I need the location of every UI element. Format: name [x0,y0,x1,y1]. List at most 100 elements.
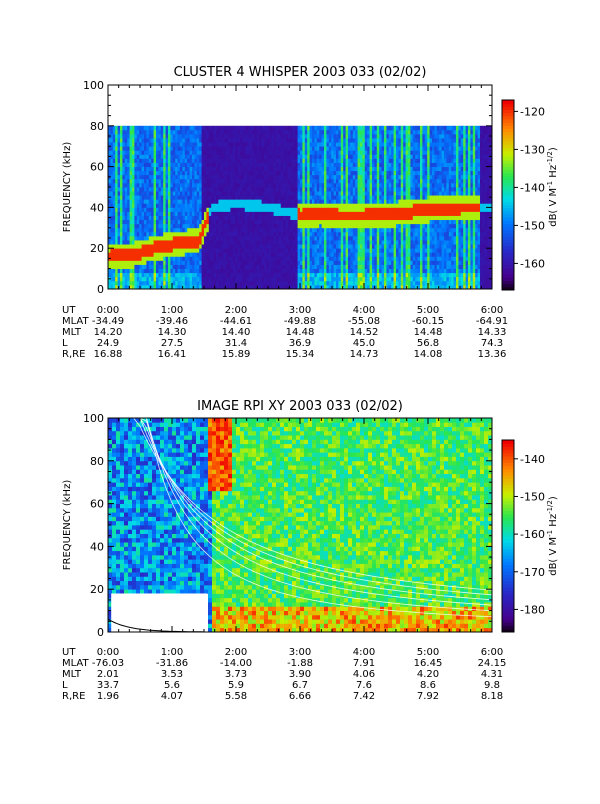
spectrogram-cell [240,158,243,163]
spectrogram-cell [333,195,337,200]
spectrogram-cell [295,195,298,200]
spectrogram-cell [280,174,284,180]
spectrogram-cell [355,272,358,278]
spectrogram-cell [124,142,128,147]
spectrogram-cell [177,240,181,245]
spectrogram-cell [333,240,337,245]
spectrogram-cell [391,276,394,282]
spectrogram-cell [189,203,193,208]
spectrogram-cell [225,207,229,212]
spectrogram-cell [132,195,135,200]
spectrogram-cell [112,158,116,163]
spectrogram-cell [259,174,262,180]
spectrogram-cell [307,280,310,286]
spectrogram-cell [132,174,135,180]
spectrogram-cell [132,268,135,274]
spectrogram-cell [386,166,390,172]
spectrogram-cell [321,166,325,172]
spectrogram-cell [381,211,385,216]
spectrogram-cell [132,211,135,216]
spectrogram-cell [180,260,183,265]
spectrogram-cell [172,129,176,135]
spectrogram-cell [297,284,301,289]
spectrogram-cell [112,227,116,233]
spectrogram-cell [232,280,236,286]
spectrogram-cell [300,207,303,212]
spectrogram-cell [168,195,171,200]
spectrogram-cell [376,268,380,274]
spectrogram-cell [384,182,387,188]
spectrogram-cell [194,260,198,265]
spectrogram-cell [369,268,373,274]
spectrogram-cell [158,211,162,216]
spectrogram-cell [374,272,378,278]
spectrogram-cell [213,187,217,192]
spectrogram-cell [268,272,272,278]
spectrogram-cell [362,244,366,249]
spectrogram-cell [151,235,154,241]
spectrogram-cell [273,162,277,167]
spectrogram-cell [343,284,346,289]
spectrogram-cell [156,268,159,274]
spectrogram-cell [187,231,190,237]
spectrogram-cell [314,276,318,282]
spectrogram-cell [151,227,154,233]
spectrogram-cell [148,268,152,274]
spectrogram-cell [288,162,291,167]
spectrogram-cell [256,252,260,257]
spectrogram-cell [196,166,200,172]
spectrogram-cell [321,252,325,257]
spectrogram-cell [220,166,224,172]
spectrogram-cell [297,223,301,229]
spectrogram-cell [285,227,289,233]
spectrogram-cell [165,223,169,229]
spectrogram-cell [242,138,246,143]
spectrogram-cell [388,256,392,261]
spectrogram-cell [403,166,406,172]
spectrogram-cell [367,235,370,241]
spectrogram-cell [388,272,392,278]
spectrogram-cell [398,158,402,163]
spectrogram-cell [348,170,351,176]
spectrogram-cell [208,211,212,216]
spectrogram-cell [141,178,145,184]
spectrogram-cell [146,174,150,180]
spectrogram-cell [199,256,202,261]
spectrogram-cell [156,272,159,278]
spectrogram-cell [242,244,246,249]
spectrogram-cell [350,150,354,155]
spectrogram-cell [165,215,169,221]
spectrogram-cell [120,276,123,282]
spectrogram-cell [165,178,169,184]
spectrogram-cell [110,231,114,237]
spectrogram-cell [256,146,260,151]
spectrogram-cell [254,187,258,192]
spectrogram-cell [189,280,193,286]
spectrogram-cell [338,211,342,216]
spectrogram-cell [362,158,366,163]
spectrogram-cell [348,125,351,131]
spectrogram-cell [343,272,346,278]
spectrogram-cell [302,215,306,221]
spectrogram-cell [290,191,294,196]
spectrogram-cell [115,170,118,176]
spectrogram-cell [283,231,286,237]
spectrogram-cell [309,235,313,241]
spectrogram-cell [304,170,308,176]
spectrogram-cell [396,260,399,265]
spectrogram-cell [208,125,212,131]
spectrogram-cell [208,195,212,200]
spectrogram-cell [271,158,274,163]
spectrogram-cell [213,166,217,172]
spectrogram-cell [307,162,310,167]
spectrogram-cell [271,138,274,143]
spectrogram-cell [132,260,135,265]
spectrogram-cell [400,158,404,163]
spectrogram-cell [165,158,169,163]
spectrogram-cell [120,207,123,212]
spectrogram-cell [124,174,128,180]
spectrogram-cell [204,252,207,257]
spectrogram-cell [309,129,313,135]
spectrogram-cell [405,182,409,188]
spectrogram-cell [280,284,284,289]
